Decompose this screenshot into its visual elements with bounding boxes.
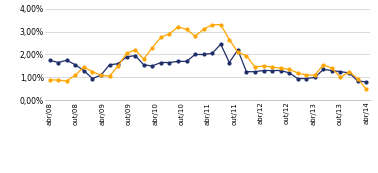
Rio de Janeiro bbox=[150, 47, 155, 49]
Rio de Janeiro bbox=[193, 35, 197, 37]
São Paulo bbox=[90, 78, 94, 80]
São Paulo bbox=[218, 43, 223, 45]
São Paulo bbox=[253, 71, 257, 73]
Rio de Janeiro bbox=[338, 76, 343, 79]
Rio de Janeiro bbox=[364, 88, 369, 90]
São Paulo bbox=[159, 61, 163, 63]
Rio de Janeiro bbox=[278, 67, 283, 69]
Rio de Janeiro bbox=[304, 74, 308, 76]
São Paulo bbox=[65, 59, 69, 61]
Rio de Janeiro bbox=[159, 36, 163, 38]
Rio de Janeiro bbox=[141, 58, 146, 60]
São Paulo bbox=[296, 78, 300, 80]
São Paulo bbox=[235, 49, 240, 51]
Rio de Janeiro bbox=[321, 64, 326, 66]
Rio de Janeiro bbox=[167, 33, 172, 35]
São Paulo bbox=[321, 68, 326, 70]
Rio de Janeiro bbox=[184, 28, 189, 30]
Rio de Janeiro bbox=[73, 74, 77, 76]
Rio de Janeiro bbox=[99, 74, 103, 76]
Rio de Janeiro bbox=[124, 52, 129, 54]
Rio de Janeiro bbox=[107, 75, 112, 77]
Rio de Janeiro bbox=[296, 72, 300, 74]
São Paulo bbox=[73, 64, 77, 66]
São Paulo bbox=[167, 61, 172, 63]
Rio de Janeiro bbox=[56, 79, 60, 81]
São Paulo bbox=[347, 72, 351, 74]
São Paulo bbox=[355, 80, 360, 82]
Rio de Janeiro bbox=[235, 51, 240, 53]
Rio de Janeiro bbox=[47, 79, 52, 81]
São Paulo bbox=[150, 65, 155, 67]
São Paulo bbox=[176, 60, 180, 62]
São Paulo bbox=[364, 81, 369, 83]
Rio de Janeiro bbox=[270, 66, 274, 68]
Rio de Janeiro bbox=[227, 39, 232, 41]
São Paulo bbox=[261, 70, 266, 72]
São Paulo bbox=[304, 78, 308, 80]
São Paulo bbox=[330, 70, 334, 72]
São Paulo bbox=[313, 76, 317, 79]
São Paulo bbox=[184, 60, 189, 62]
São Paulo bbox=[227, 61, 232, 63]
São Paulo bbox=[124, 56, 129, 58]
São Paulo bbox=[193, 53, 197, 56]
São Paulo bbox=[278, 70, 283, 72]
São Paulo bbox=[244, 71, 249, 73]
Rio de Janeiro bbox=[330, 67, 334, 69]
Rio de Janeiro bbox=[313, 74, 317, 76]
Rio de Janeiro bbox=[210, 24, 214, 26]
São Paulo bbox=[56, 61, 60, 63]
Rio de Janeiro bbox=[347, 71, 351, 73]
Rio de Janeiro bbox=[355, 78, 360, 80]
São Paulo bbox=[82, 70, 86, 72]
São Paulo bbox=[210, 52, 214, 54]
Legend: São Paulo, Rio de Janeiro: São Paulo, Rio de Janeiro bbox=[131, 171, 285, 173]
Rio de Janeiro bbox=[244, 55, 249, 57]
Rio de Janeiro bbox=[253, 66, 257, 68]
São Paulo bbox=[99, 74, 103, 76]
Rio de Janeiro bbox=[287, 68, 291, 70]
São Paulo bbox=[201, 53, 206, 56]
São Paulo bbox=[270, 70, 274, 72]
Rio de Janeiro bbox=[218, 24, 223, 26]
Rio de Janeiro bbox=[261, 65, 266, 67]
São Paulo bbox=[116, 63, 120, 65]
Line: São Paulo: São Paulo bbox=[48, 43, 367, 83]
São Paulo bbox=[287, 72, 291, 74]
Rio de Janeiro bbox=[201, 28, 206, 30]
São Paulo bbox=[47, 59, 52, 61]
Rio de Janeiro bbox=[176, 26, 180, 28]
São Paulo bbox=[141, 64, 146, 66]
Rio de Janeiro bbox=[116, 65, 120, 67]
Rio de Janeiro bbox=[90, 71, 94, 73]
São Paulo bbox=[338, 71, 343, 73]
Line: Rio de Janeiro: Rio de Janeiro bbox=[48, 23, 367, 90]
Rio de Janeiro bbox=[82, 66, 86, 68]
São Paulo bbox=[107, 64, 112, 66]
Rio de Janeiro bbox=[133, 49, 138, 51]
São Paulo bbox=[133, 55, 138, 57]
Rio de Janeiro bbox=[65, 80, 69, 82]
